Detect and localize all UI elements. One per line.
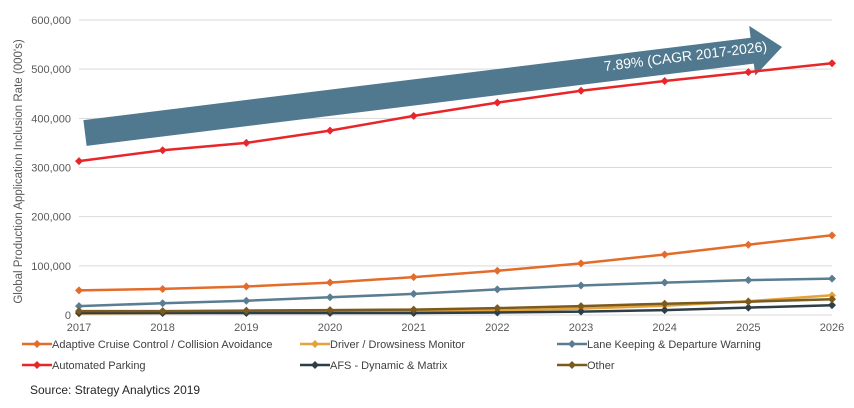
data-point: [577, 86, 585, 95]
data-point: [75, 286, 83, 295]
series-line: [79, 303, 833, 315]
data-point: [577, 259, 585, 268]
series-2: [75, 274, 836, 311]
data-point: [326, 306, 334, 315]
data-point: [744, 297, 753, 306]
legend-label: Other: [587, 360, 615, 372]
data-point: [158, 284, 167, 293]
series-line: [78, 234, 833, 292]
legend-item: Adaptive Cruise Control / Collision Avoi…: [22, 339, 273, 351]
series-3: [75, 59, 836, 166]
cagr-arrow: 7.89% (CAGR 2017-2026): [83, 25, 782, 146]
data-point: [660, 250, 669, 259]
data-point: [158, 146, 167, 155]
y-tick-label: 300,000: [31, 163, 71, 175]
legend-label: Automated Parking: [52, 360, 146, 372]
cagr-arrow-shape: [83, 25, 782, 146]
data-point: [660, 299, 669, 308]
data-point: [326, 278, 334, 287]
y-axis-label: Global Production Application Inclusion …: [13, 39, 25, 303]
x-axis-ticks: 2017 2018 2019 2020 2021 2022 2023 2024 2025 2026: [67, 322, 844, 334]
x-tick-label: 2023: [569, 322, 593, 334]
data-point: [828, 295, 836, 304]
data-point: [744, 68, 753, 77]
legend-marker: [311, 361, 319, 369]
data-point: [660, 278, 669, 287]
data-point: [158, 307, 167, 316]
source-note: Source: Strategy Analytics 2019: [30, 383, 201, 397]
data-point: [493, 304, 502, 313]
y-axis-ticks: 0 100,000 200,000 300,000 400,000 500,000 600,…: [31, 15, 71, 322]
legend-item: Driver / Drowsiness Monitor: [300, 339, 465, 351]
data-point: [744, 276, 753, 285]
legend: Adaptive Cruise Control / Collision Avoi…: [22, 339, 761, 372]
y-tick-label: 600,000: [31, 15, 71, 27]
legend-item: Lane Keeping & Departure Warning: [557, 339, 761, 351]
data-point: [828, 59, 836, 68]
legend-label: Adaptive Cruise Control / Collision Avoi…: [52, 339, 273, 351]
series-5: [75, 295, 836, 316]
x-tick-label: 2017: [67, 322, 91, 334]
data-point: [744, 240, 753, 249]
series-line: [78, 277, 833, 308]
x-tick-label: 2021: [401, 322, 425, 334]
legend-marker: [33, 340, 41, 348]
data-point: [75, 302, 83, 311]
x-tick-label: 2024: [652, 322, 676, 334]
data-point: [75, 157, 83, 166]
data-point: [242, 296, 251, 305]
x-tick-label: 2022: [485, 322, 509, 334]
data-point: [660, 306, 669, 315]
legend-marker: [311, 340, 319, 348]
series-line: [79, 298, 833, 313]
y-tick-label: 400,000: [31, 113, 71, 125]
data-point: [409, 289, 418, 298]
series-lines: [75, 59, 836, 318]
data-point: [828, 274, 836, 283]
data-point: [242, 138, 251, 147]
legend-marker: [33, 361, 41, 369]
data-point: [326, 126, 334, 135]
data-point: [242, 306, 251, 315]
data-point: [409, 273, 418, 282]
series-line: [78, 62, 833, 163]
y-tick-label: 0: [65, 310, 71, 322]
data-point: [577, 307, 585, 316]
data-point: [660, 76, 669, 85]
legend-label: Lane Keeping & Departure Warning: [587, 339, 761, 351]
data-point: [409, 305, 418, 314]
data-point: [493, 308, 502, 317]
y-tick-label: 200,000: [31, 212, 71, 224]
data-point: [75, 307, 83, 316]
x-tick-label: 2025: [736, 322, 760, 334]
legend-marker: [568, 361, 576, 369]
data-point: [326, 293, 334, 302]
x-tick-label: 2020: [318, 322, 342, 334]
legend-label: AFS - Dynamic & Matrix: [330, 360, 448, 372]
data-point: [158, 299, 167, 308]
line-chart: 7.89% (CAGR 2017-2026) 0 100,000 200,000 30…: [13, 15, 844, 372]
data-point: [828, 301, 836, 310]
legend-marker: [568, 340, 576, 348]
legend-label: Driver / Drowsiness Monitor: [330, 339, 465, 351]
data-point: [577, 302, 585, 311]
x-tick-label: 2019: [234, 322, 258, 334]
data-point: [577, 281, 585, 290]
data-point: [744, 303, 753, 312]
data-point: [242, 282, 251, 291]
series-0: [75, 231, 836, 295]
y-tick-label: 100,000: [31, 261, 71, 273]
data-point: [493, 266, 502, 275]
data-point: [493, 285, 502, 294]
y-tick-label: 500,000: [31, 64, 71, 76]
data-point: [493, 98, 502, 107]
legend-item: Automated Parking: [22, 360, 146, 372]
legend-item: Other: [557, 360, 615, 372]
x-tick-label: 2026: [820, 322, 844, 334]
data-point: [828, 231, 836, 240]
x-tick-label: 2018: [150, 322, 174, 334]
data-point: [409, 111, 418, 120]
legend-item: AFS - Dynamic & Matrix: [300, 360, 448, 372]
